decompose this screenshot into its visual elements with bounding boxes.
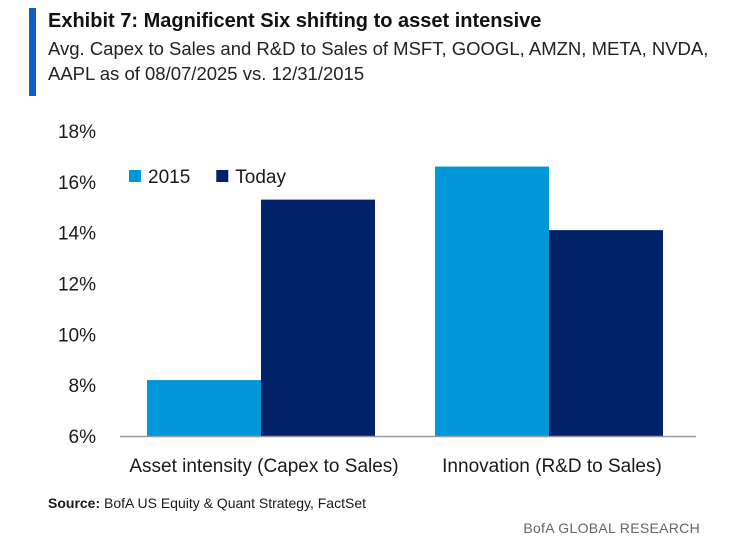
title-block: Exhibit 7: Magnificent Six shifting to a… — [48, 8, 728, 86]
bars — [147, 166, 663, 437]
y-tick-label: 8% — [69, 376, 97, 397]
y-tick-label: 10% — [58, 325, 96, 346]
chart-subtitle: Avg. Capex to Sales and R&D to Sales of … — [48, 38, 709, 84]
accent-bar — [29, 8, 36, 96]
y-axis: 6% 8% 10% 12% 14% 16% 18% — [58, 122, 96, 448]
source-note: Source: BofA US Equity & Quant Strategy,… — [48, 495, 366, 511]
source-label: Source: — [48, 495, 101, 511]
chart-title: Exhibit 7: Magnificent Six shifting to a… — [48, 10, 542, 32]
legend-swatch-today — [216, 170, 229, 182]
y-tick-label: 18% — [58, 122, 96, 143]
legend-swatch-2015 — [129, 170, 141, 182]
legend: 2015 Today — [129, 167, 286, 188]
bar-today-2 — [549, 230, 663, 436]
y-tick-label: 16% — [58, 173, 96, 194]
x-category-label: Asset intensity (Capex to Sales) — [129, 456, 398, 477]
x-category-label: Innovation (R&D to Sales) — [442, 456, 662, 477]
y-tick-label: 12% — [58, 275, 96, 296]
brand-footer: BofA GLOBAL RESEARCH — [523, 520, 700, 536]
legend-label-2015: 2015 — [148, 167, 190, 188]
source-text: BofA US Equity & Quant Strategy, FactSet — [104, 495, 366, 511]
bar-2015-1 — [147, 380, 261, 436]
bar-today-1 — [261, 199, 375, 436]
legend-label-today: Today — [235, 167, 286, 188]
y-tick-label: 14% — [58, 224, 96, 245]
bar-2015-2 — [435, 166, 549, 437]
x-axis-labels: Asset intensity (Capex to Sales) Innovati… — [129, 456, 661, 477]
y-tick-label: 6% — [69, 427, 97, 448]
